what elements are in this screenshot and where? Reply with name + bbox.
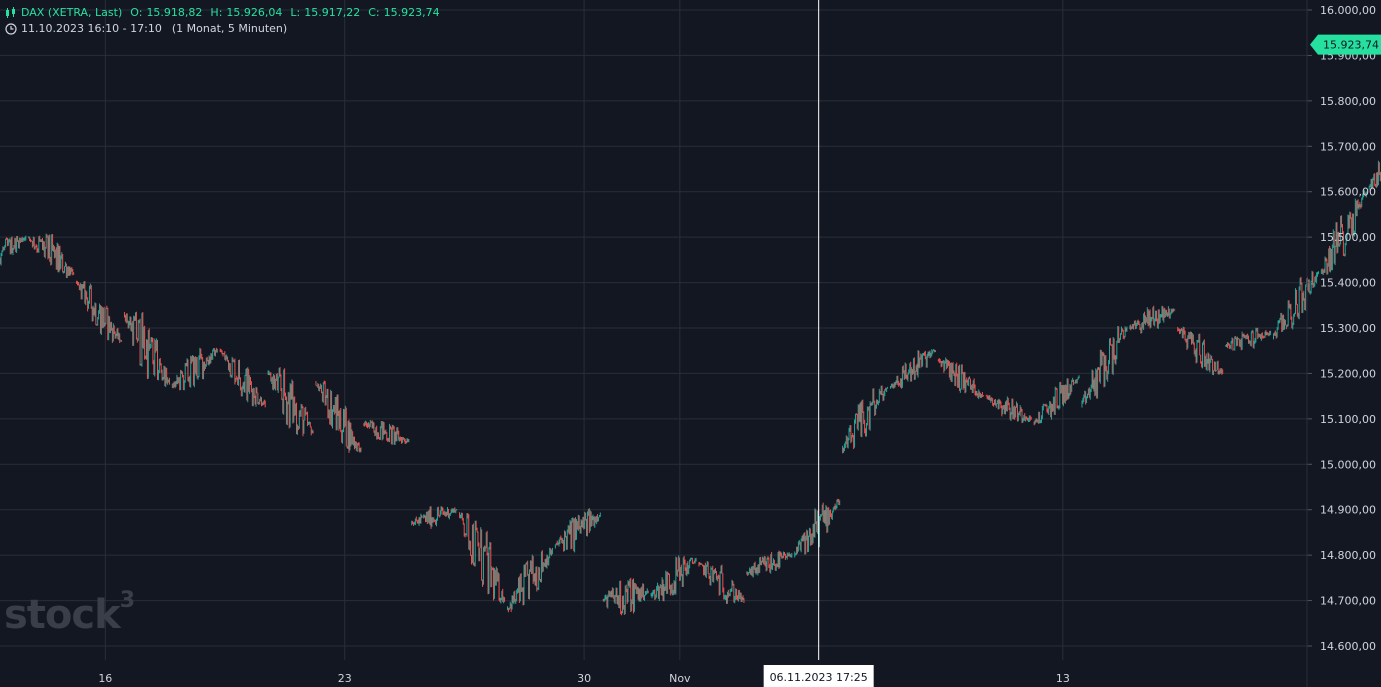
legend-open-label: O: <box>130 6 143 19</box>
day-candles <box>698 561 745 604</box>
price-axis[interactable]: 16.000,0015.900,0015.800,0015.700,0015.6… <box>1306 0 1376 687</box>
legend-ohlc-row: DAX (XETRA, Last) O: 15.918,82 H: 15.926… <box>5 5 440 21</box>
price-tick-label: 15.800,00 <box>1320 95 1376 108</box>
price-tick-label: 15.200,00 <box>1320 367 1376 380</box>
time-tick-label: 13 <box>1056 672 1070 685</box>
day-candles <box>842 385 889 454</box>
day-candles <box>1033 375 1080 426</box>
time-tick-label: 16 <box>98 672 112 685</box>
price-tick-label: 15.100,00 <box>1320 413 1376 426</box>
crosshair: 06.11.2023 17:25 <box>763 0 874 687</box>
legend-timestamp: 11.10.2023 16:10 - 17:10 <box>21 22 162 35</box>
candlestick-series <box>0 160 1381 616</box>
crosshair-label: 06.11.2023 17:25 <box>770 671 868 684</box>
day-candles <box>937 357 984 400</box>
legend-high-label: H: <box>210 6 223 19</box>
time-axis[interactable]: 16 23 30 Nov 13 <box>98 672 1070 685</box>
day-candles <box>76 280 123 344</box>
day-candles <box>1320 190 1367 276</box>
day-candles <box>123 311 170 388</box>
last-price-badge <box>1310 34 1381 55</box>
logo-text: stock <box>4 592 121 638</box>
price-tick-label: 15.300,00 <box>1320 322 1376 335</box>
clock-icon <box>5 23 17 35</box>
time-tick-label: Nov <box>669 672 691 685</box>
price-tick-label: 15.700,00 <box>1320 140 1376 153</box>
day-candles <box>746 550 793 578</box>
price-tick-label: 14.600,00 <box>1320 640 1376 653</box>
crosshair-label-box <box>763 665 874 687</box>
day-candles <box>889 349 936 389</box>
logo-sup: 3 <box>119 588 135 613</box>
last-price-label: 15.923,74 <box>1323 39 1379 52</box>
price-tick-label: 14.700,00 <box>1320 595 1376 608</box>
day-candles <box>0 235 27 266</box>
candles-icon <box>6 7 15 18</box>
day-candles <box>219 348 266 408</box>
day-candles <box>459 512 506 604</box>
day-candles <box>363 419 410 445</box>
legend-close: 15.923,74 <box>383 6 440 19</box>
chart-legend: DAX (XETRA, Last) O: 15.918,82 H: 15.926… <box>5 5 440 37</box>
day-candles <box>171 347 218 391</box>
day-candles <box>1368 160 1381 190</box>
stock3-logo: stock3 <box>4 588 135 638</box>
price-tick-label: 14.800,00 <box>1320 549 1376 562</box>
legend-high: 15.926,04 <box>226 6 283 19</box>
day-candles <box>28 233 75 279</box>
legend-close-label: C: <box>368 6 380 19</box>
legend-time-row: 11.10.2023 16:10 - 17:10 (1 Monat, 5 Min… <box>5 21 440 37</box>
price-tick-label: 15.600,00 <box>1320 186 1376 199</box>
time-tick-label: 30 <box>577 672 591 685</box>
price-tick-label: 15.500,00 <box>1320 231 1376 244</box>
legend-low: 15.917,22 <box>304 6 361 19</box>
day-candles <box>315 380 362 453</box>
legend-period: (1 Monat, 5 Minuten) <box>171 22 288 35</box>
day-candles <box>985 394 1032 424</box>
time-tick-label: 23 <box>338 672 352 685</box>
day-candles <box>1177 326 1224 376</box>
price-tick-label: 16.000,00 <box>1320 4 1376 17</box>
last-price-marker: 15.923,74 <box>1310 34 1381 55</box>
day-candles <box>411 506 458 529</box>
legend-symbol[interactable]: DAX (XETRA, Last) <box>21 6 123 19</box>
day-candles <box>1129 305 1176 334</box>
day-candles <box>267 367 314 437</box>
day-candles <box>650 555 697 602</box>
day-candles <box>554 508 601 553</box>
day-candles <box>506 547 553 613</box>
day-candles <box>602 577 649 616</box>
day-candles <box>1272 270 1319 340</box>
day-candles <box>1225 327 1272 351</box>
price-tick-label: 14.900,00 <box>1320 504 1376 517</box>
day-candles <box>1081 325 1128 408</box>
legend-low-label: L: <box>290 6 301 19</box>
price-tick-label: 15.000,00 <box>1320 458 1376 471</box>
price-tick-label: 15.400,00 <box>1320 277 1376 290</box>
legend-open: 15.918,82 <box>146 6 203 19</box>
